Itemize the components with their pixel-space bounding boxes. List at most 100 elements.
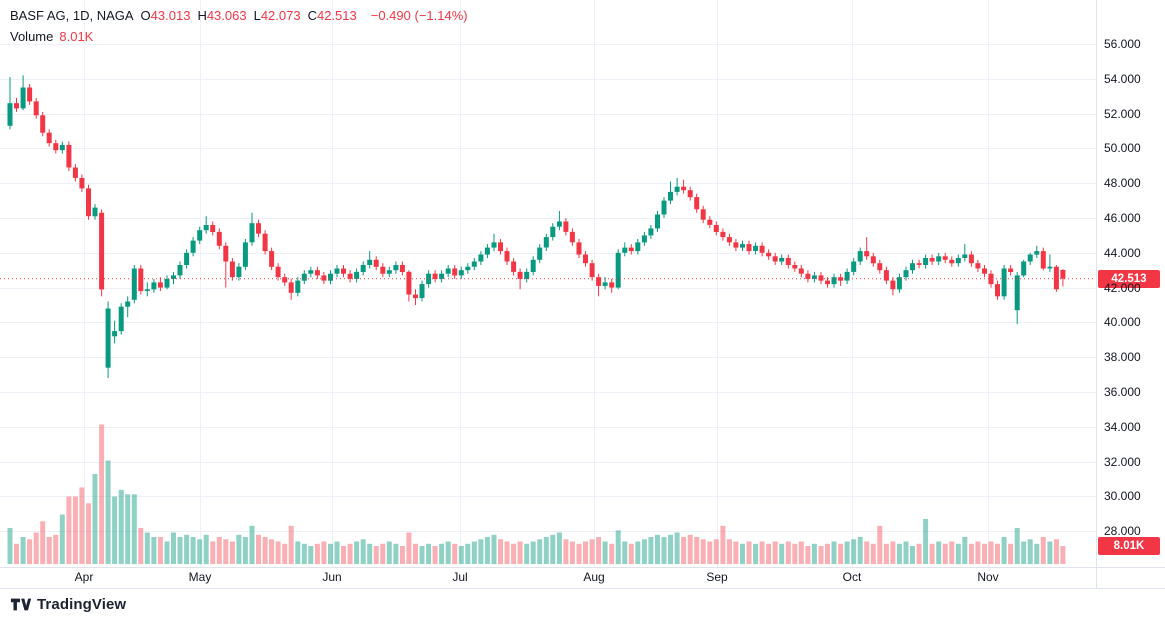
volume-bar xyxy=(890,541,896,564)
volume-bar xyxy=(857,537,863,564)
candle-body xyxy=(20,87,26,109)
candle-body xyxy=(1053,266,1059,290)
volume-bar xyxy=(530,541,536,564)
candle-body xyxy=(125,301,131,307)
volume-bar xyxy=(59,514,65,564)
price-tick-label: 38.000 xyxy=(1104,350,1141,365)
volume-bar xyxy=(262,537,268,564)
volume-bar xyxy=(550,534,556,565)
volume-bar xyxy=(478,539,484,565)
candle-body xyxy=(236,266,242,278)
month-label: Oct xyxy=(842,570,862,584)
volume-bar xyxy=(347,543,353,565)
volume-bar xyxy=(596,537,602,564)
candle-body xyxy=(700,209,706,220)
volume-bar xyxy=(1034,543,1040,565)
volume-bar xyxy=(334,541,340,564)
candle-body xyxy=(439,273,445,279)
volume-bar xyxy=(1053,539,1059,565)
volume-bar xyxy=(1008,543,1014,565)
candle-body xyxy=(79,178,85,189)
volume-bar xyxy=(955,543,961,565)
candle-body xyxy=(785,258,791,265)
volume-bar xyxy=(962,537,968,564)
volume-bar xyxy=(929,543,935,565)
volume-bar xyxy=(445,541,451,564)
candle-body xyxy=(707,219,713,225)
volume-bar xyxy=(968,543,974,565)
candle-body xyxy=(550,226,556,238)
candle-body xyxy=(857,251,863,262)
volume-bar xyxy=(184,534,190,565)
volume-bar xyxy=(628,543,634,565)
tradingview-logo[interactable]: TradingView xyxy=(10,596,126,613)
price-tick-label: 28.000 xyxy=(1104,524,1141,539)
volume-bar xyxy=(687,534,693,565)
candle-body xyxy=(314,270,320,276)
volume-bar xyxy=(282,543,288,565)
volume-bar xyxy=(465,543,471,565)
volume-bar xyxy=(674,532,680,564)
volume-bar xyxy=(386,541,392,564)
volume-bar xyxy=(458,546,464,564)
volume-badge: 8.01K xyxy=(1098,537,1160,555)
candle-body xyxy=(1021,261,1027,276)
volume-bar xyxy=(766,543,772,565)
time-axis[interactable]: Apr May Jun Jul Aug Sep Oct Nov xyxy=(0,568,1096,588)
candle-body xyxy=(851,261,857,272)
candle-body xyxy=(694,197,700,210)
candle-body xyxy=(766,252,772,257)
price-tick-label: 36.000 xyxy=(1104,385,1141,399)
volume-bar xyxy=(569,541,575,564)
change-value: −0.490 (−1.14%) xyxy=(370,8,468,23)
candle-body xyxy=(151,282,157,290)
volume-bar xyxy=(504,541,510,564)
candle-body xyxy=(328,273,333,281)
candle-body xyxy=(321,275,327,281)
candle-body xyxy=(197,230,203,241)
candle-body xyxy=(269,251,275,267)
candle-body xyxy=(118,306,124,332)
volume-bar xyxy=(256,534,261,565)
volume-bar xyxy=(112,496,118,564)
candle-body xyxy=(1040,251,1046,269)
volume-bar xyxy=(354,541,360,564)
volume-bar xyxy=(406,532,412,564)
candle-body xyxy=(589,263,595,278)
candle-body xyxy=(811,275,817,279)
volume-bar xyxy=(792,543,798,565)
candle-body xyxy=(1014,275,1020,311)
candle-body xyxy=(157,282,163,288)
symbol-legend: BASF AG, 1D, NAGA O43.013 H43.063 L42.073 C… xyxy=(10,7,468,24)
candle-body xyxy=(596,277,602,286)
candle-body xyxy=(576,242,582,255)
candle-body xyxy=(910,263,915,271)
volume-bar xyxy=(825,543,830,565)
volume-bar xyxy=(609,543,615,565)
symbol-title[interactable]: BASF AG, 1D, NAGA xyxy=(10,8,134,23)
volume-bar xyxy=(144,532,150,564)
price-axis[interactable]: 42.513 8.01K 56.000 54.000 52.000 50.000 48.… xyxy=(1096,0,1165,588)
volume-bar xyxy=(419,546,425,564)
volume-bar xyxy=(694,537,700,564)
volume-bar xyxy=(491,534,497,565)
volume-value: 8.01K xyxy=(59,29,94,44)
volume-bar xyxy=(733,541,739,564)
price-tick-label: 32.000 xyxy=(1104,454,1141,469)
candle-body xyxy=(929,258,935,262)
candle-body xyxy=(478,254,484,262)
volume-bar xyxy=(517,541,523,564)
volume-bar xyxy=(40,521,46,565)
candle-body xyxy=(144,289,150,291)
volume-bar xyxy=(707,541,713,564)
volume-bar xyxy=(726,539,732,565)
price-tick-label: 52.000 xyxy=(1104,106,1141,121)
candle-body xyxy=(347,273,353,279)
candle-body xyxy=(1034,251,1040,255)
volume-bar xyxy=(811,543,817,565)
candle-body xyxy=(53,143,59,151)
volume-bar xyxy=(413,543,418,565)
candle-body xyxy=(936,256,942,262)
volume-bar xyxy=(910,546,915,564)
